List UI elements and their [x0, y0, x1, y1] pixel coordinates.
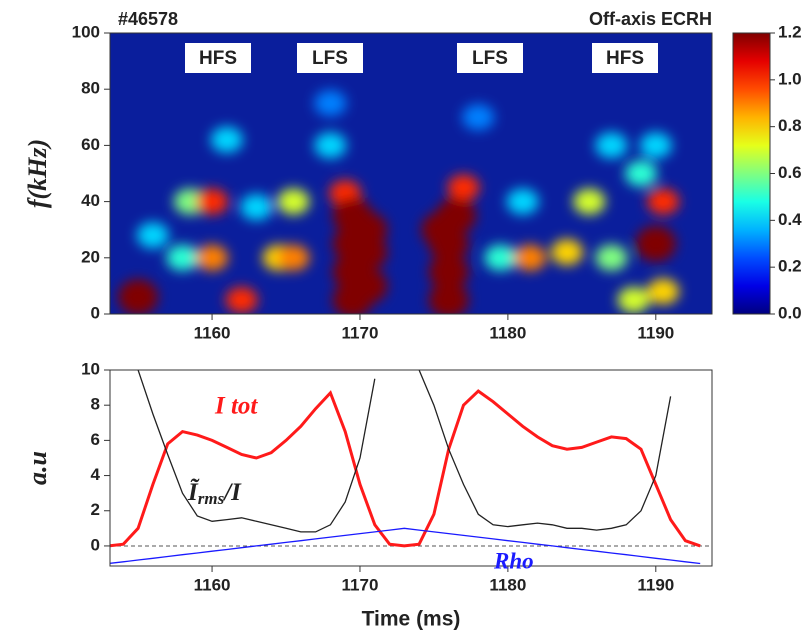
colorbar-tick-label: 1.2 [778, 22, 802, 41]
spot [225, 286, 258, 313]
x-tick-label: 1160 [194, 323, 231, 342]
y-tick-label: 8 [91, 395, 100, 414]
y-tick-label: 10 [81, 359, 100, 378]
annotation-box [297, 43, 363, 73]
series-label-sub: rms [198, 489, 225, 508]
spot [573, 188, 606, 215]
line-series [137, 370, 672, 533]
y-tick-label: 6 [91, 430, 100, 449]
title-right: Off-axis ECRH [589, 9, 712, 29]
plot-frame [109, 32, 713, 315]
spot [428, 281, 469, 314]
spot [551, 239, 584, 266]
series-label: I tot [214, 393, 258, 420]
line-series [110, 527, 701, 565]
y-tick-label: 20 [81, 247, 100, 266]
spot [484, 244, 517, 271]
annotation: LFS [472, 48, 508, 69]
spot [166, 244, 199, 271]
spot [136, 222, 169, 249]
spot [647, 188, 680, 215]
x-tick-label: 1180 [489, 323, 526, 342]
series-label: Ĩrms/I [187, 478, 242, 508]
spot [118, 279, 159, 314]
spot [595, 132, 628, 159]
annotation-box [457, 43, 523, 73]
spot-layer [118, 90, 680, 314]
colorbar-tick-label: 0.2 [778, 257, 802, 276]
y-tick-label: 0 [91, 303, 100, 322]
y-axis-label: a.u [23, 451, 52, 485]
colorbar-tick-label: 1.0 [778, 69, 802, 88]
spot [635, 225, 676, 262]
lines [110, 370, 701, 565]
spot [421, 211, 462, 248]
colorbar [732, 32, 771, 315]
x-axis-label: Time (ms) [362, 608, 461, 631]
colorbar-tick-label: 0.8 [778, 116, 802, 135]
x-tick-label: 1190 [637, 575, 674, 594]
annotation: HFS [606, 48, 644, 69]
x-tick-label: 1170 [342, 575, 379, 594]
spot [314, 132, 347, 159]
y-tick-label: 60 [81, 135, 100, 154]
spot [277, 244, 310, 271]
y-tick-label: 4 [91, 465, 101, 484]
spot [514, 244, 547, 271]
spot [347, 267, 388, 304]
spot [196, 188, 229, 215]
series-label: Rho [493, 548, 534, 573]
spot [462, 104, 495, 131]
spot [240, 194, 273, 221]
spot [617, 286, 650, 313]
spot [314, 90, 347, 117]
annotation-box [592, 43, 658, 73]
x-tick-label: 1180 [489, 575, 526, 594]
spot [277, 188, 310, 215]
x-tick-label: 1160 [194, 575, 231, 594]
annotation: LFS [312, 48, 348, 69]
colorbar-tick-label: 0.4 [778, 210, 802, 229]
y-axis-label: f(kHz) [23, 139, 52, 208]
spot [595, 244, 628, 271]
y-tick-label: 100 [72, 22, 100, 41]
series-label-base: Ĩ [187, 478, 200, 506]
plot-background [110, 33, 712, 314]
series-label-tail: /I [222, 479, 242, 506]
x-tick-label: 1190 [637, 323, 674, 342]
spot [173, 188, 206, 215]
spot [447, 174, 480, 201]
spot [639, 132, 672, 159]
spot [210, 126, 243, 153]
spot [506, 188, 539, 215]
spot [196, 244, 229, 271]
colorbar-tick-label: 0.6 [778, 163, 802, 182]
spot [428, 253, 469, 290]
plot-frame [109, 369, 713, 567]
spots [118, 90, 680, 314]
annotation-box [185, 43, 251, 73]
colorbar-tick-label: 0.0 [778, 303, 802, 322]
spot [647, 278, 680, 305]
y-tick-label: 2 [91, 500, 100, 519]
x-tick-label: 1170 [342, 323, 379, 342]
spot [625, 160, 658, 187]
y-tick-label: 80 [81, 79, 100, 98]
line-series [110, 389, 701, 548]
y-tick-label: 40 [81, 191, 100, 210]
title-left: #46578 [118, 9, 178, 29]
spot [347, 211, 388, 248]
annotation: HFS [199, 48, 237, 69]
y-tick-label: 0 [91, 535, 100, 554]
